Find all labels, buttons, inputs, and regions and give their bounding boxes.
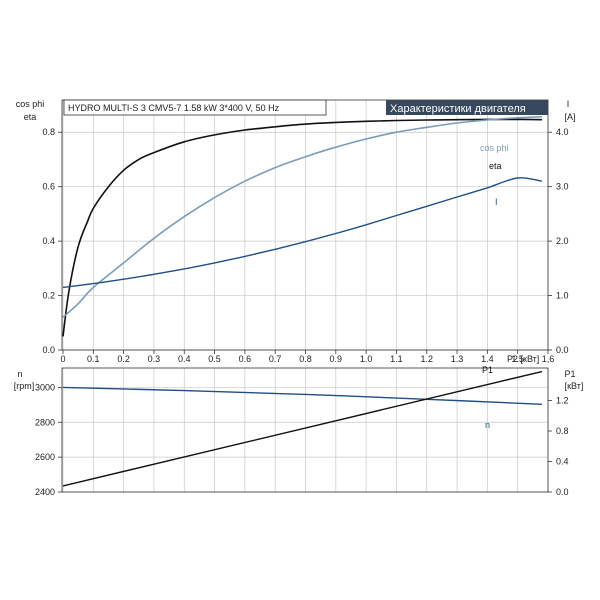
x-tick-label: 0.5	[208, 354, 221, 364]
y-tick-label-right: 1.0	[556, 291, 569, 301]
top-plot-grid	[62, 100, 549, 351]
y-tick-label-right: 0.0	[556, 487, 569, 497]
y-tick-label-right: 0.4	[556, 457, 569, 467]
x-tick-label: 1.2	[420, 354, 433, 364]
eta-curve	[62, 118, 542, 337]
x-tick-label: 1,6	[542, 354, 555, 364]
y-tick-label-left: 0.4	[42, 236, 55, 246]
current-curve	[62, 177, 543, 289]
bottom-left-axis-label-2: [rpm]	[14, 381, 35, 391]
x-tick-label: 1.5	[511, 354, 524, 364]
axis-ticks: 0 0.1 0.2 0.3 0.4 0.5 0.6 0.7 0.8 0.9 1.0 1.1 1.2 1.3…	[35, 127, 569, 497]
x-tick-label: 0.4	[178, 354, 191, 364]
x-tick-label: 1.1	[390, 354, 403, 364]
top-left-axis-label-1: cos phi	[16, 99, 45, 109]
bottom-plot-grid	[62, 368, 549, 493]
bottom-plot-frame	[61, 367, 549, 493]
y-tick-label-right: 0.0	[556, 345, 569, 355]
y-tick-label-left: 3000	[35, 382, 55, 392]
bottom-right-axis-label-1: P1	[564, 369, 575, 379]
y-tick-label-left: 0.0	[42, 345, 55, 355]
speed-curve	[62, 386, 542, 405]
top-left-axis-label-2: eta	[24, 112, 37, 122]
y-tick-label-left: 0.8	[42, 127, 55, 137]
x-axis-label: P2 [кВт]	[507, 354, 539, 364]
p1-curve-label: P1	[482, 365, 493, 375]
x-tick-label: 0.6	[239, 354, 252, 364]
y-tick-label-right: 1.2	[556, 396, 569, 406]
top-right-axis-label-1: I	[567, 99, 570, 109]
cos-phi-curve-label: cos phi	[480, 143, 509, 153]
chart-title: HYDRO MULTI-S 3 CMV5-7 1.58 kW 3*400 V, …	[68, 103, 280, 113]
bottom-right-axis-label-2: [кВт]	[565, 381, 584, 391]
x-tick-label: 0	[60, 354, 65, 364]
bottom-left-axis-label-1: n	[17, 369, 22, 379]
curve-labels: cos phi eta I P1 n	[480, 143, 509, 430]
curves	[62, 115, 543, 487]
x-tick-label: 0.9	[330, 354, 343, 364]
y-tick-label-right: 2.0	[556, 236, 569, 246]
top-plot-frame	[61, 99, 549, 351]
x-tick-label: 0.2	[117, 354, 130, 364]
x-tick-label: 0.8	[299, 354, 312, 364]
y-tick-label-left: 0.6	[42, 182, 55, 192]
y-tick-label-right: 0.8	[556, 426, 569, 436]
x-tick-label: 0.3	[148, 354, 161, 364]
x-tick-label: 1.0	[360, 354, 373, 364]
section-badge-background	[386, 100, 548, 115]
y-tick-label-right: 3.0	[556, 182, 569, 192]
y-tick-label-left: 2800	[35, 417, 55, 427]
top-right-axis-label-2: [A]	[564, 112, 575, 122]
x-tick-label: 0.1	[87, 354, 100, 364]
x-tick-label: 0.7	[269, 354, 282, 364]
section-badge: Характеристики двигателя	[390, 103, 526, 115]
current-curve-label: I	[495, 197, 498, 207]
y-tick-label-right: 4.0	[556, 127, 569, 137]
eta-curve-label: eta	[489, 161, 502, 171]
cos-phi-curve	[62, 115, 542, 318]
y-tick-label-left: 2600	[35, 452, 55, 462]
speed-curve-label: n	[485, 420, 490, 430]
y-tick-label-left: 0.2	[42, 291, 55, 301]
y-tick-label-left: 2400	[35, 487, 55, 497]
x-tick-label: 1.4	[481, 354, 494, 364]
title-box	[63, 99, 327, 116]
x-tick-label: 1.3	[451, 354, 464, 364]
p1-curve	[62, 370, 543, 487]
